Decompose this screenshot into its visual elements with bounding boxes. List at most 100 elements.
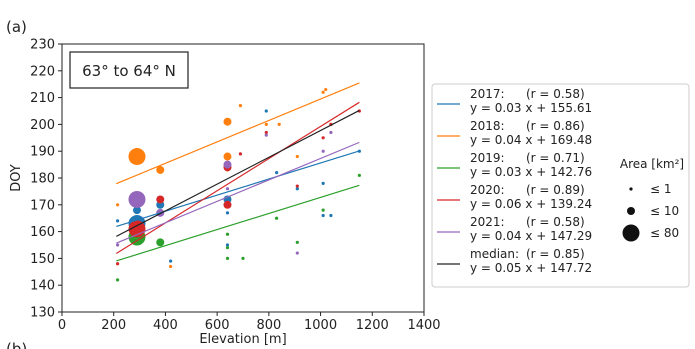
legend-item-2020: 2020: (r = 0.89)y = 0.06 x + 139.24	[437, 183, 592, 211]
annotation-box: 63° to 64° N	[69, 51, 189, 89]
fit-line-2018	[116, 82, 360, 185]
data-point-2021	[115, 243, 120, 247]
size-label: ≤ 1	[650, 182, 672, 196]
size-legend: Area [km²] ≤ 1 ≤ 10 ≤ 80	[620, 157, 684, 242]
size-label: ≤ 10	[650, 204, 679, 218]
x-tick-label: 200	[101, 318, 126, 333]
data-point-2017	[321, 213, 325, 218]
data-point-2019	[115, 278, 120, 282]
legend-r-value: (r = 0.58)	[526, 87, 585, 101]
y-tick-label: 160	[30, 225, 55, 240]
legend-item-median: median: (r = 0.85)y = 0.05 x + 147.72	[437, 247, 592, 275]
data-point-2018	[277, 122, 281, 126]
data-point-2020	[238, 152, 243, 156]
legend-series-name: 2021:	[470, 215, 505, 229]
legend-item-2018: 2018: (r = 0.86)y = 0.04 x + 169.48	[437, 119, 592, 147]
legend: 2017: (r = 0.58)y = 0.03 x + 155.612018:(…	[431, 83, 690, 288]
legend-r-value: (r = 0.58)	[526, 215, 585, 229]
data-point-2019	[295, 240, 299, 244]
data-point-2018	[156, 165, 165, 174]
data-point-2018	[321, 90, 325, 94]
data-point-2019	[357, 173, 361, 177]
y-tick-label: 190	[30, 145, 55, 160]
data-point-2021	[223, 160, 232, 169]
y-tick-label: 180	[30, 172, 55, 187]
data-point-2021	[225, 187, 230, 191]
data-point-2017	[169, 259, 173, 263]
data-point-2018	[169, 264, 173, 269]
data-point-2020	[295, 184, 299, 188]
legend-series-name: 2018:	[470, 119, 505, 133]
size-legend-title: Area [km²]	[620, 157, 684, 171]
data-point-2018	[128, 148, 146, 166]
data-point-2019	[225, 246, 230, 250]
next-panel-label: (b)	[6, 340, 27, 349]
data-point-2018	[295, 154, 299, 159]
legend-item-2017: 2017: (r = 0.58)y = 0.03 x + 155.61	[437, 87, 592, 115]
legend-r-value: (r = 0.71)	[526, 151, 585, 165]
y-tick-label: 210	[30, 91, 55, 106]
data-point-2017	[321, 181, 325, 185]
legend-equation: y = 0.05 x + 147.72	[470, 261, 592, 275]
data-point-2020	[115, 262, 120, 266]
data-point-2019	[156, 238, 165, 247]
x-tick-label: 600	[205, 318, 230, 333]
data-point-2020	[264, 130, 268, 135]
data-point-2021	[321, 149, 325, 153]
x-tick-label: 1400	[407, 318, 440, 333]
data-point-2019	[275, 216, 279, 220]
annotation-text: 63° to 64° N	[82, 62, 176, 80]
legend-item-2021: 2021: (r = 0.58)y = 0.04 x + 147.29	[437, 215, 592, 243]
x-tick-label: 800	[256, 318, 281, 333]
data-point-2018	[264, 122, 268, 126]
data-point-2021	[295, 251, 299, 255]
y-axis-label: DOY	[9, 164, 24, 192]
legend-equation: y = 0.06 x + 139.24	[470, 197, 592, 211]
y-tick-label: 220	[30, 64, 55, 79]
data-point-2018	[238, 104, 243, 108]
data-point-2019	[241, 256, 245, 260]
legend-equation: y = 0.03 x + 155.61	[470, 101, 592, 115]
x-axis-label: Elevation [m]	[199, 332, 286, 347]
y-axis: 130 140 150 160 170 180 190 200 210 220 230	[30, 38, 62, 321]
y-tick-label: 130	[30, 306, 55, 321]
y-tick-label: 150	[30, 252, 55, 267]
fit-line-2021	[116, 141, 360, 244]
size-marker	[622, 224, 640, 242]
legend-series-name: 2019:	[470, 151, 505, 165]
legend-series-name: 2020:	[470, 183, 505, 197]
y-tick-label: 200	[30, 118, 55, 133]
data-point-2020	[156, 195, 165, 204]
size-label: ≤ 80	[650, 226, 679, 240]
data-point-2021	[128, 190, 146, 208]
legend-item-2019: 2019: (r = 0.71)y = 0.03 x + 142.76	[437, 151, 592, 179]
legend-equation: y = 0.04 x + 147.29	[470, 229, 592, 243]
legend-equation: y = 0.04 x + 169.48	[470, 133, 592, 147]
data-point-2017	[132, 206, 141, 215]
data-point-2021	[329, 130, 333, 135]
fit-line-2019	[116, 184, 360, 262]
x-tick-label: 1200	[356, 318, 389, 333]
size-marker	[627, 207, 635, 215]
y-tick-label: 230	[30, 38, 55, 53]
panel-label: (a)	[6, 18, 27, 36]
x-tick-label: 400	[153, 318, 178, 333]
size-marker	[629, 187, 633, 191]
fit-line-2020	[115, 101, 360, 254]
data-point-2018	[223, 152, 232, 161]
x-tick-label: 0	[58, 318, 66, 333]
data-point-2017	[295, 187, 299, 191]
legend-series-name: median:	[470, 247, 519, 261]
data-point-2019	[225, 256, 230, 260]
data-point-2020	[321, 136, 325, 140]
data-point-2021	[264, 133, 268, 137]
data-point-2018	[223, 117, 232, 126]
data-point-2018	[115, 203, 120, 207]
data-point-2017	[115, 219, 120, 223]
data-point-2017	[264, 109, 268, 113]
data-point-2020	[223, 200, 232, 209]
legend-equation: y = 0.03 x + 142.76	[470, 165, 592, 179]
data-point-2019	[225, 232, 230, 236]
legend-r-value: (r = 0.89)	[526, 183, 585, 197]
